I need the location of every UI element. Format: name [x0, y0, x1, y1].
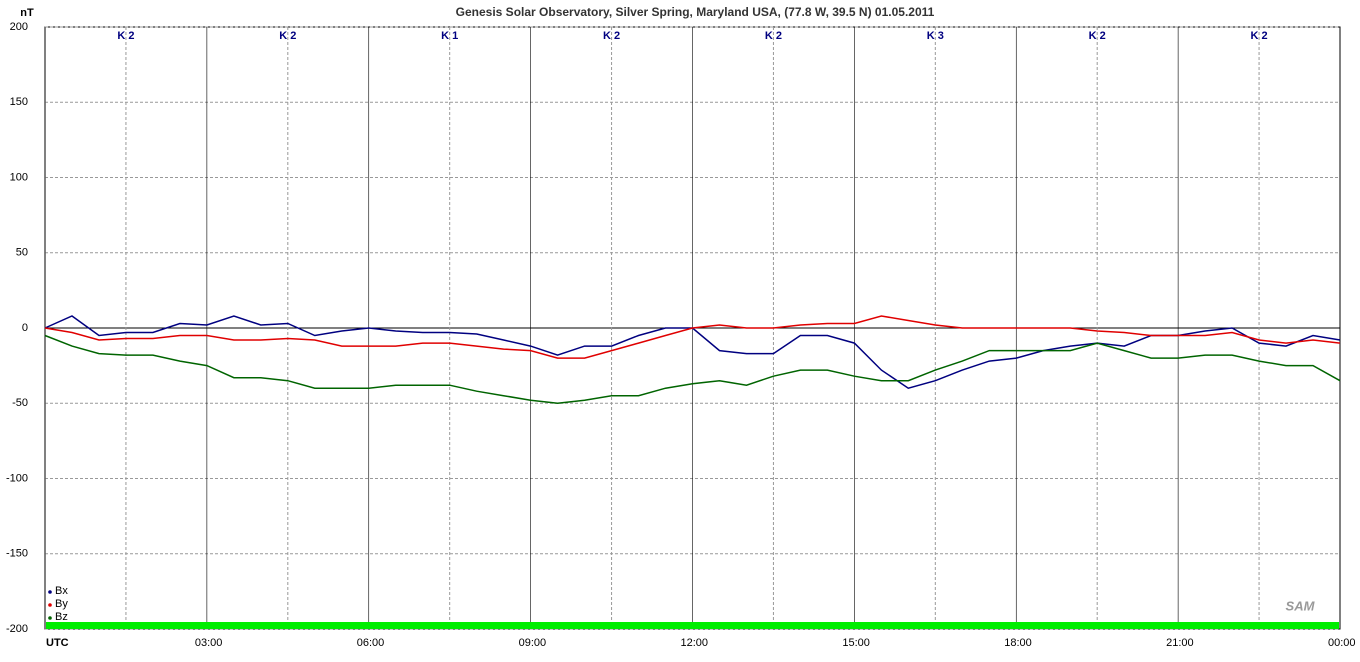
legend-marker [48, 603, 52, 607]
x-tick-label: 09:00 [519, 637, 547, 649]
x-tick-label: 15:00 [842, 637, 870, 649]
x-tick-label: 03:00 [195, 637, 223, 649]
k-index-label: K 2 [279, 30, 296, 42]
y-tick-label: -50 [12, 397, 28, 409]
x-tick-label: UTC [46, 637, 69, 649]
y-tick-label: 50 [16, 247, 28, 259]
x-tick-label: 00:00 [1328, 637, 1356, 649]
x-tick-label: 12:00 [681, 637, 709, 649]
legend-marker [48, 616, 52, 620]
legend-label: By [55, 598, 68, 610]
y-tick-label: 150 [10, 96, 28, 108]
chart-title: Genesis Solar Observatory, Silver Spring… [456, 5, 935, 19]
legend-label: Bz [55, 611, 68, 623]
series-line [44, 315, 1341, 359]
x-tick-label: 18:00 [1004, 637, 1032, 649]
x-tick-label: 06:00 [357, 637, 385, 649]
data-bar [46, 622, 1339, 629]
y-tick-label: 100 [10, 171, 28, 183]
y-tick-label: -200 [6, 623, 28, 635]
x-tick-label: 21:00 [1166, 637, 1194, 649]
k-index-label: K 3 [927, 30, 944, 42]
legend-marker [48, 590, 52, 594]
k-index-label: K 1 [441, 30, 458, 42]
y-unit: nT [20, 7, 34, 19]
k-index-label: K 2 [117, 30, 134, 42]
y-tick-label: -150 [6, 548, 28, 560]
k-index-label: K 2 [1251, 30, 1268, 42]
logo: SAM [1286, 598, 1316, 613]
legend-label: Bx [55, 585, 68, 597]
y-tick-label: 200 [10, 21, 28, 33]
k-index-label: K 2 [603, 30, 620, 42]
y-tick-label: -100 [6, 472, 28, 484]
k-index-label: K 2 [765, 30, 782, 42]
k-index-label: K 2 [1089, 30, 1106, 42]
series-line [44, 334, 1341, 405]
y-tick-label: 0 [22, 322, 28, 334]
